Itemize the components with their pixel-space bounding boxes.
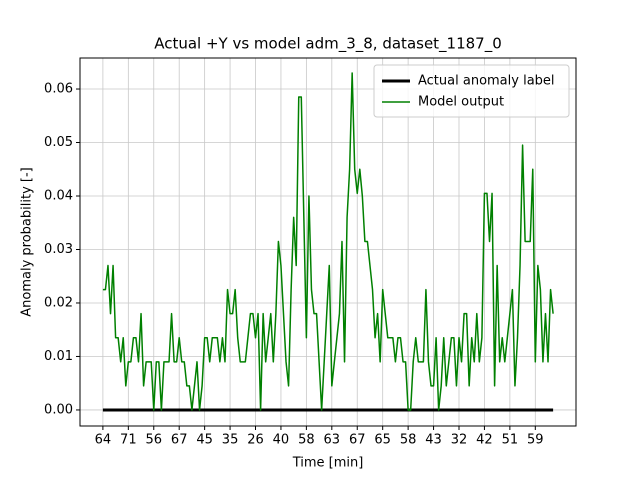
x-tick-label: 35	[222, 433, 239, 448]
axes-frame	[79, 57, 577, 427]
x-tick-label: 71	[120, 433, 137, 448]
legend-label: Actual anomaly label	[418, 74, 555, 89]
x-tick-label: 43	[425, 433, 442, 448]
x-tick-label: 65	[374, 433, 391, 448]
x-tick-label: 58	[298, 433, 315, 448]
y-tick-label: 0.05	[44, 135, 73, 150]
y-tick-label: 0.00	[44, 402, 73, 417]
y-tick-label: 0.03	[44, 242, 73, 257]
x-tick-label: 59	[527, 433, 544, 448]
x-tick-label: 58	[400, 433, 417, 448]
chart-title: Actual +Y vs model adm_3_8, dataset_1187…	[154, 35, 502, 54]
y-tick-label: 0.01	[44, 349, 73, 364]
y-axis-label: Anomaly probability [-]	[20, 167, 35, 316]
y-tick-label: 0.04	[44, 189, 73, 204]
x-tick-label: 26	[247, 433, 264, 448]
y-tick-label: 0.02	[44, 295, 73, 310]
x-tick-label: 63	[324, 433, 341, 448]
x-tick-label: 32	[451, 433, 468, 448]
x-tick-label: 56	[145, 433, 162, 448]
x-axis-label: Time [min]	[292, 456, 364, 471]
y-tick-label: 0.06	[44, 82, 73, 97]
x-tick-label: 51	[502, 433, 519, 448]
x-tick-label: 45	[196, 433, 213, 448]
legend-label: Model output	[418, 95, 504, 110]
x-tick-label: 67	[171, 433, 188, 448]
x-tick-label: 67	[349, 433, 366, 448]
x-tick-label: 64	[95, 433, 112, 448]
x-tick-label: 40	[273, 433, 290, 448]
data-line	[102, 72, 554, 411]
x-tick-label: 42	[476, 433, 493, 448]
legend-box	[373, 64, 570, 118]
